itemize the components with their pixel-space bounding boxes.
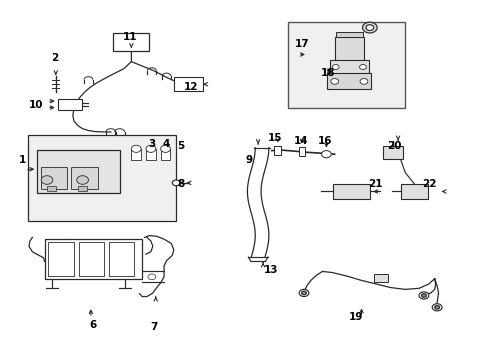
Text: 3: 3 xyxy=(148,139,155,149)
Circle shape xyxy=(131,145,141,152)
Text: 6: 6 xyxy=(89,320,97,330)
Text: 2: 2 xyxy=(51,53,58,63)
Bar xyxy=(37,149,120,193)
Circle shape xyxy=(160,145,170,152)
Text: 20: 20 xyxy=(386,141,401,151)
Bar xyxy=(58,99,81,111)
Circle shape xyxy=(146,145,156,152)
Circle shape xyxy=(365,25,373,31)
Bar xyxy=(334,37,363,62)
Bar xyxy=(48,242,74,276)
Circle shape xyxy=(431,304,441,311)
Bar xyxy=(146,149,156,160)
Bar xyxy=(400,184,427,199)
Bar xyxy=(47,186,56,191)
Text: 8: 8 xyxy=(177,179,184,189)
Bar xyxy=(160,149,170,160)
Circle shape xyxy=(148,274,156,280)
Bar xyxy=(131,149,141,160)
Text: 17: 17 xyxy=(294,39,309,49)
Text: 9: 9 xyxy=(245,155,252,165)
Bar xyxy=(274,145,281,155)
Bar xyxy=(27,135,176,221)
Bar xyxy=(288,22,405,108)
Bar xyxy=(373,274,387,282)
Text: 12: 12 xyxy=(183,82,198,92)
Circle shape xyxy=(362,22,376,33)
Circle shape xyxy=(434,306,439,309)
Bar xyxy=(41,167,67,189)
Circle shape xyxy=(418,292,428,299)
Circle shape xyxy=(321,150,330,158)
Circle shape xyxy=(421,294,426,297)
Text: 16: 16 xyxy=(317,136,331,146)
Bar xyxy=(44,239,142,279)
Circle shape xyxy=(330,78,338,84)
Circle shape xyxy=(172,180,180,186)
Bar xyxy=(78,186,86,191)
Text: 15: 15 xyxy=(267,133,282,143)
Text: 18: 18 xyxy=(321,68,335,78)
Bar xyxy=(332,184,369,199)
Bar xyxy=(113,33,149,51)
Bar xyxy=(71,167,98,189)
Text: 10: 10 xyxy=(28,100,43,110)
Text: 11: 11 xyxy=(122,32,137,41)
Circle shape xyxy=(41,176,53,184)
Bar xyxy=(79,242,104,276)
Circle shape xyxy=(299,289,308,297)
Circle shape xyxy=(359,64,366,69)
Bar xyxy=(173,77,203,91)
Text: 13: 13 xyxy=(264,265,278,275)
Text: 4: 4 xyxy=(163,139,170,149)
Circle shape xyxy=(77,176,88,184)
Text: 22: 22 xyxy=(422,179,436,189)
Bar xyxy=(298,147,305,156)
Bar xyxy=(383,146,402,159)
Bar xyxy=(335,32,362,37)
Text: 1: 1 xyxy=(19,155,26,165)
Text: 5: 5 xyxy=(177,141,184,151)
Bar xyxy=(109,242,134,276)
Circle shape xyxy=(359,78,367,84)
Text: 21: 21 xyxy=(367,179,382,189)
Text: 19: 19 xyxy=(348,312,362,322)
Text: 14: 14 xyxy=(294,136,308,145)
Circle shape xyxy=(331,64,338,69)
Bar xyxy=(329,60,368,74)
Bar xyxy=(327,73,370,89)
Text: 7: 7 xyxy=(150,322,158,332)
Circle shape xyxy=(301,291,306,295)
